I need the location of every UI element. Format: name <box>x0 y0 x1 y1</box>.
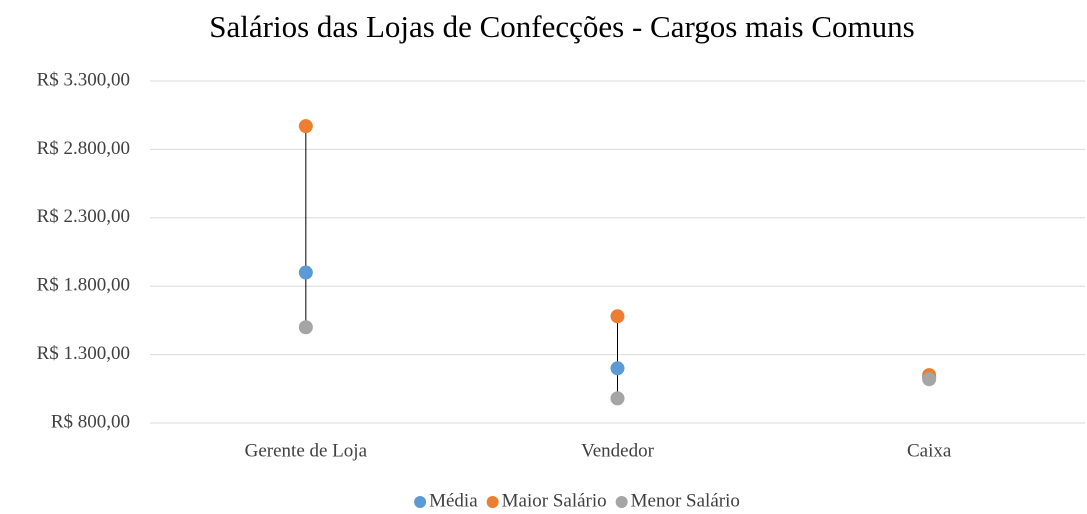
dot <box>610 309 625 324</box>
y-tick-label: R$ 3.300,00 <box>37 69 130 90</box>
dot <box>298 320 313 335</box>
legend-marker <box>486 496 499 508</box>
legend-marker <box>414 496 427 508</box>
legend-label: Menor Salário <box>631 490 740 511</box>
y-tick-label: R$ 800,00 <box>51 411 130 432</box>
dot <box>922 372 937 387</box>
y-tick-label: R$ 1.800,00 <box>37 275 130 296</box>
dot <box>610 391 625 406</box>
legend-marker <box>615 496 628 508</box>
y-tick-label: R$ 2.300,00 <box>37 206 130 227</box>
y-tick-label: R$ 1.300,00 <box>37 343 130 364</box>
x-tick-label: Gerente de Loja <box>245 440 368 461</box>
legend-label: Maior Salário <box>502 490 607 511</box>
y-tick-label: R$ 2.800,00 <box>37 138 130 159</box>
x-tick-label: Vendedor <box>581 440 654 461</box>
legend-label: Média <box>429 490 478 511</box>
dot <box>610 361 625 376</box>
dot <box>298 265 313 280</box>
chart-title: Salários das Lojas de Confecções - Cargo… <box>209 9 914 44</box>
dot <box>298 119 313 134</box>
x-tick-label: Caixa <box>907 440 952 461</box>
